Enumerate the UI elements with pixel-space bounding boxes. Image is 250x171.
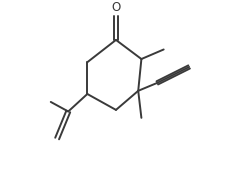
Text: O: O bbox=[111, 1, 120, 14]
